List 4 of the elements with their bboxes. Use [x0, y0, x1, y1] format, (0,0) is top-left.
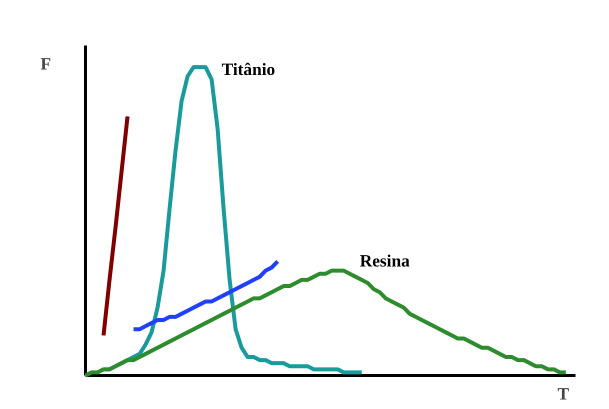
series-label: Titânio: [222, 60, 276, 80]
x-axis-title: T: [558, 384, 570, 404]
y-axis-title: F: [40, 54, 52, 74]
series-label: Resina: [360, 252, 410, 271]
